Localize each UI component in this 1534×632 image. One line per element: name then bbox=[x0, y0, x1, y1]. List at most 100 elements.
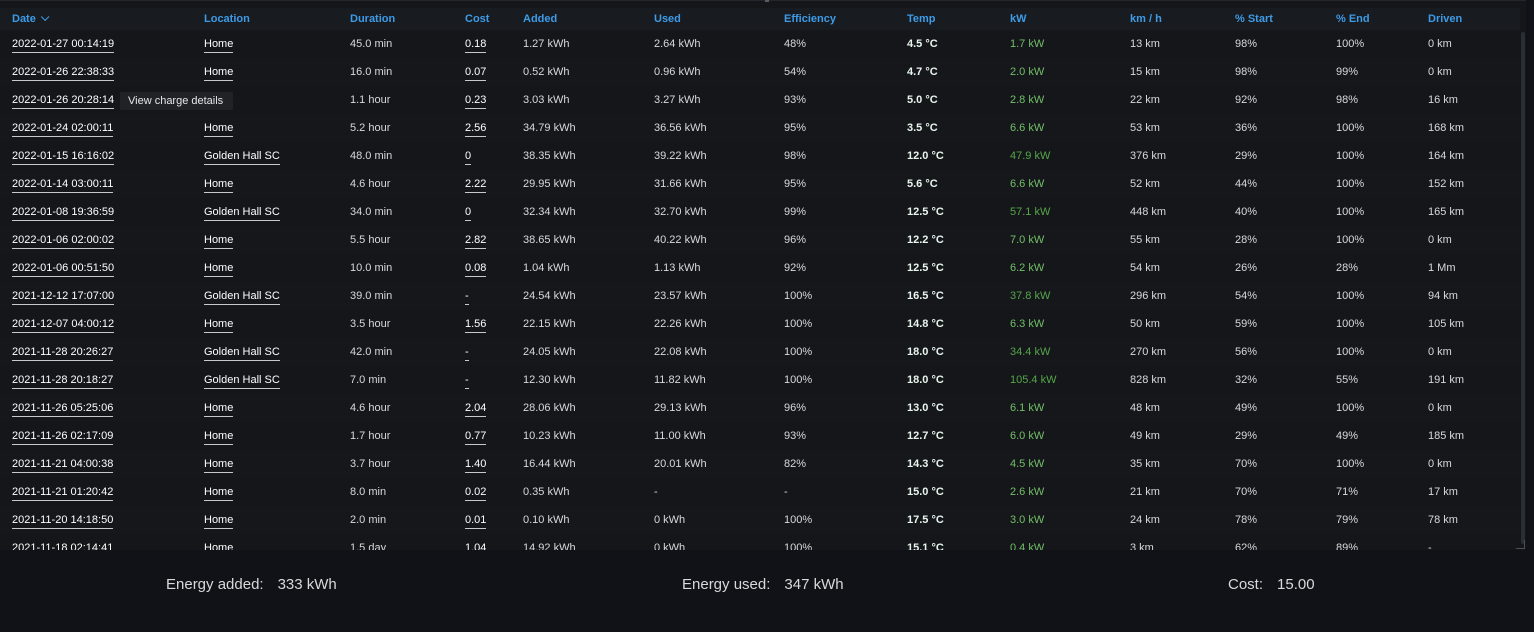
column-header-start[interactable]: % Start bbox=[1235, 13, 1273, 25]
cell-date-link[interactable]: 2022-01-27 00:14:19 bbox=[12, 37, 115, 53]
cell-date[interactable]: 2021-11-26 05:25:06 bbox=[12, 394, 114, 422]
cell-location[interactable]: Golden Hall SC bbox=[204, 338, 280, 366]
cell-location[interactable]: Home bbox=[204, 506, 234, 534]
cell-location-link[interactable]: Golden Hall SC bbox=[204, 345, 280, 361]
cell-location-link[interactable]: Home bbox=[204, 233, 234, 249]
column-header-end[interactable]: % End bbox=[1336, 13, 1370, 25]
column-header-used[interactable]: Used bbox=[654, 13, 681, 25]
cell-cost[interactable]: 0.77 bbox=[465, 422, 487, 450]
cell-date[interactable]: 2021-11-20 14:18:50 bbox=[12, 506, 114, 534]
cell-cost-link[interactable]: 0.18 bbox=[465, 37, 487, 53]
cell-date[interactable]: 2022-01-26 22:38:33 bbox=[12, 58, 115, 86]
table-row[interactable]: 2021-11-21 01:20:42 Home 8.0 min 0.02 0.35 k… bbox=[0, 478, 1520, 506]
cell-date-link[interactable]: 2021-11-20 14:18:50 bbox=[12, 513, 114, 529]
cell-location-link[interactable]: Golden Hall SC bbox=[204, 289, 280, 305]
cell-location-link[interactable]: Home bbox=[204, 429, 234, 445]
cell-location[interactable]: Golden Hall SC bbox=[204, 142, 280, 170]
cell-date-link[interactable]: 2022-01-24 02:00:11 bbox=[12, 121, 114, 137]
cell-location[interactable]: Home bbox=[204, 534, 233, 550]
cell-cost-link[interactable]: 1.56 bbox=[465, 317, 487, 333]
cell-location[interactable]: Golden Hall SC bbox=[204, 198, 280, 226]
cell-cost-link[interactable]: 1.40 bbox=[465, 457, 487, 473]
cell-cost[interactable]: 0.07 bbox=[465, 58, 487, 86]
cell-date-link[interactable]: 2021-11-18 02:14:41 bbox=[12, 541, 113, 550]
panel-drag-handle-icon[interactable] bbox=[765, 0, 769, 2]
column-header-location[interactable]: Location bbox=[204, 13, 250, 25]
cell-date-link[interactable]: 2021-12-12 17:07:00 bbox=[12, 289, 115, 305]
cell-location[interactable]: Home bbox=[204, 58, 234, 86]
cell-cost-link[interactable]: 0 bbox=[465, 149, 472, 165]
cell-location-link[interactable]: Home bbox=[204, 457, 234, 473]
cell-location[interactable]: Home bbox=[204, 226, 234, 254]
cell-location[interactable]: Home bbox=[204, 450, 234, 478]
cell-cost-link[interactable]: 2.56 bbox=[465, 121, 487, 137]
table-row[interactable]: 2021-11-26 02:17:09 Home 1.7 hour 0.77 10.23… bbox=[0, 422, 1520, 450]
table-row[interactable]: 2021-11-18 02:14:41 Home 1.5 day 1.04 14.92 … bbox=[0, 534, 1520, 550]
table-row[interactable]: 2022-01-15 16:16:02 Golden Hall SC 48.0 mi… bbox=[0, 142, 1520, 170]
resize-handle-icon[interactable] bbox=[1516, 540, 1525, 549]
column-header-kw[interactable]: kW bbox=[1010, 13, 1027, 25]
cell-cost-link[interactable]: 0.01 bbox=[465, 513, 487, 529]
cell-cost-link[interactable]: - bbox=[465, 345, 469, 361]
cell-location[interactable]: Golden Hall SC bbox=[204, 366, 280, 394]
cell-date[interactable]: 2022-01-15 16:16:02 bbox=[12, 142, 115, 170]
table-row[interactable]: 2021-12-07 04:00:12 Home 3.5 hour 1.56 22.15… bbox=[0, 310, 1520, 338]
column-header-duration[interactable]: Duration bbox=[350, 13, 396, 25]
cell-location-link[interactable]: Home bbox=[204, 261, 234, 277]
cell-cost[interactable]: 0.23 bbox=[465, 86, 487, 114]
cell-location-link[interactable]: Home bbox=[204, 121, 234, 137]
cell-location-link[interactable]: Home bbox=[204, 513, 234, 529]
column-header-driven[interactable]: Driven bbox=[1428, 13, 1463, 25]
cell-location-link[interactable]: Golden Hall SC bbox=[204, 205, 280, 221]
cell-cost-link[interactable]: 1.04 bbox=[465, 541, 486, 550]
cell-date-link[interactable]: 2021-11-28 20:18:27 bbox=[12, 373, 114, 389]
cell-location-link[interactable]: Home bbox=[204, 485, 234, 501]
cell-date[interactable]: 2022-01-08 19:36:59 bbox=[12, 198, 115, 226]
table-row[interactable]: 2022-01-27 00:14:19 Home 45.0 min 0.18 1.27 … bbox=[0, 30, 1520, 58]
cell-cost[interactable]: 0.18 bbox=[465, 30, 487, 58]
cell-cost[interactable]: 0.01 bbox=[465, 506, 487, 534]
cell-date[interactable]: 2021-11-21 04:00:38 bbox=[12, 450, 114, 478]
cell-location-link[interactable]: Golden Hall SC bbox=[204, 149, 280, 165]
cell-date-link[interactable]: 2022-01-26 20:28:14 bbox=[12, 93, 115, 109]
cell-cost[interactable]: 1.56 bbox=[465, 310, 487, 338]
column-header-cost[interactable]: Cost bbox=[465, 13, 490, 25]
cell-cost[interactable]: 0 bbox=[465, 142, 472, 170]
cell-cost-link[interactable]: 0.77 bbox=[465, 429, 487, 445]
cell-date-link[interactable]: 2022-01-06 02:00:02 bbox=[12, 233, 115, 249]
cell-date-link[interactable]: 2022-01-06 00:51:50 bbox=[12, 261, 115, 277]
cell-cost-link[interactable]: - bbox=[465, 289, 469, 305]
cell-date-link[interactable]: 2022-01-15 16:16:02 bbox=[12, 149, 115, 165]
cell-date-link[interactable]: 2022-01-26 22:38:33 bbox=[12, 65, 115, 81]
column-header-temp[interactable]: Temp bbox=[907, 13, 936, 25]
cell-cost[interactable]: - bbox=[465, 282, 469, 310]
table-row[interactable]: 2021-11-28 20:26:27 Golden Hall SC 42.0 mi… bbox=[0, 338, 1520, 366]
table-row[interactable]: 2022-01-26 22:38:33 Home 16.0 min 0.07 0.52 … bbox=[0, 58, 1520, 86]
cell-date-link[interactable]: 2021-11-26 02:17:09 bbox=[12, 429, 114, 445]
cell-date[interactable]: 2021-11-28 20:18:27 bbox=[12, 366, 114, 394]
cell-location-link[interactable]: Home bbox=[204, 541, 233, 550]
cell-date[interactable]: 2021-11-18 02:14:41 bbox=[12, 534, 113, 550]
table-row[interactable]: 2021-11-21 04:00:38 Home 3.7 hour 1.40 16.44… bbox=[0, 450, 1520, 478]
cell-date-link[interactable]: 2021-11-26 05:25:06 bbox=[12, 401, 114, 417]
cell-cost[interactable]: 0 bbox=[465, 198, 472, 226]
cell-location[interactable]: Home bbox=[204, 310, 234, 338]
cell-location-link[interactable]: Home bbox=[204, 37, 234, 53]
cell-cost-link[interactable]: 0.08 bbox=[465, 261, 487, 277]
column-header-date[interactable]: Date bbox=[12, 8, 50, 30]
cell-date-link[interactable]: 2021-11-28 20:26:27 bbox=[12, 345, 114, 361]
cell-location[interactable]: Home bbox=[204, 114, 234, 142]
cell-date-link[interactable]: 2021-12-07 04:00:12 bbox=[12, 317, 115, 333]
cell-date[interactable]: 2022-01-06 02:00:02 bbox=[12, 226, 115, 254]
cell-cost[interactable]: 2.04 bbox=[465, 394, 487, 422]
cell-date-link[interactable]: 2021-11-21 01:20:42 bbox=[12, 485, 114, 501]
cell-location-link[interactable]: Golden Hall SC bbox=[204, 373, 280, 389]
cell-cost[interactable]: - bbox=[465, 338, 469, 366]
cell-cost[interactable]: - bbox=[465, 366, 469, 394]
cell-location[interactable]: Golden Hall SC bbox=[204, 282, 280, 310]
cell-location[interactable]: Home bbox=[204, 422, 234, 450]
cell-cost[interactable]: 0.02 bbox=[465, 478, 487, 506]
table-row[interactable]: 2022-01-06 00:51:50 Home 10.0 min 0.08 1.04 … bbox=[0, 254, 1520, 282]
cell-cost[interactable]: 2.22 bbox=[465, 170, 487, 198]
